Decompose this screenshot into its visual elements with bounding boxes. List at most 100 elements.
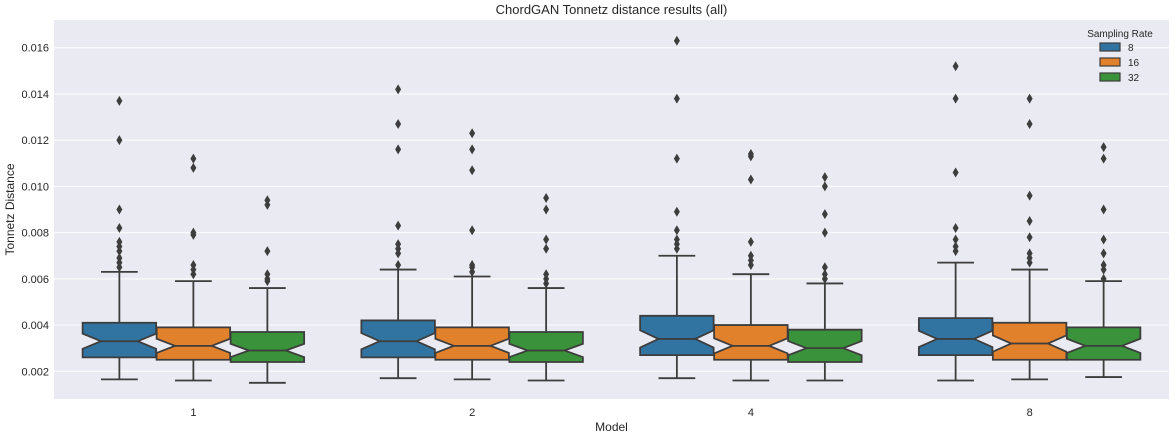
chart-title: ChordGAN Tonnetz distance results (all) [496, 2, 728, 17]
outlier-point [190, 162, 197, 173]
y-tick-label: 0.008 [21, 228, 49, 240]
outlier-point [673, 93, 680, 104]
x-tick-label: 1 [190, 407, 196, 419]
box-body [155, 326, 232, 361]
y-tick-labels: 0.002 0.004 0.006 0.008 0.010 0.012 0.014 0.016 [21, 43, 49, 379]
outlier-point [747, 174, 754, 185]
legend-label-32: 32 [1128, 73, 1140, 84]
box-series-32-model-2 [508, 192, 584, 382]
grid [54, 47, 1169, 372]
outlier-point [543, 243, 550, 254]
box-body [787, 328, 863, 363]
outlier-point [395, 118, 402, 129]
outlier-point [116, 236, 123, 247]
outlier-point [116, 135, 123, 146]
outlier-point [673, 153, 680, 164]
outlier-point [821, 262, 828, 273]
outlier-point [395, 84, 402, 95]
boxes [81, 35, 1142, 384]
outlier-point [952, 241, 959, 252]
outlier-point [264, 195, 271, 206]
outlier-point [952, 234, 959, 245]
outlier-point [1026, 190, 1033, 201]
outlier-point [116, 253, 123, 264]
outlier-point [1100, 204, 1107, 215]
y-tick-label: 0.012 [21, 135, 49, 147]
outlier-point [116, 95, 123, 106]
y-tick-label: 0.004 [21, 320, 49, 332]
outlier-point [469, 225, 476, 236]
legend: Sampling Rate 8 16 32 [1087, 29, 1153, 84]
outlier-point [673, 225, 680, 236]
outlier-point [673, 35, 680, 46]
legend-label-16: 16 [1128, 58, 1140, 69]
box-body [991, 321, 1068, 361]
outlier-point [1026, 216, 1033, 227]
outlier-point [116, 222, 123, 233]
outlier-point [395, 259, 402, 270]
box-series-32-model-8 [1065, 142, 1142, 378]
outlier-point [673, 234, 680, 245]
outlier-point [1100, 273, 1107, 284]
box-body [434, 326, 510, 361]
outlier-point [821, 209, 828, 220]
outlier-point [952, 167, 959, 178]
y-tick-label: 0.016 [21, 43, 49, 55]
outlier-point [469, 128, 476, 139]
outlier-point [821, 172, 828, 183]
outlier-point [747, 149, 754, 160]
outlier-point [1026, 93, 1033, 104]
outlier-point [469, 259, 476, 270]
legend-swatch-32 [1099, 72, 1121, 82]
outlier-point [543, 234, 550, 245]
outlier-point [395, 239, 402, 250]
outlier-point [1100, 248, 1107, 259]
y-tick-label: 0.010 [21, 181, 49, 193]
outlier-point [469, 144, 476, 155]
box-body [917, 317, 994, 356]
box-body [508, 331, 584, 363]
outlier-point [747, 250, 754, 261]
legend-label-8: 8 [1128, 43, 1134, 54]
outlier-point [395, 220, 402, 231]
outlier-point [821, 269, 828, 280]
outlier-point [116, 204, 123, 215]
y-tick-label: 0.002 [21, 366, 49, 378]
outlier-point [543, 269, 550, 280]
outlier-point [190, 259, 197, 270]
outlier-point [469, 165, 476, 176]
outlier-point [952, 61, 959, 72]
box-body [639, 314, 715, 356]
box-body [1065, 326, 1142, 361]
outlier-point [543, 192, 550, 203]
outlier-point [1100, 234, 1107, 245]
outlier-point [1026, 248, 1033, 259]
outlier-point [1100, 142, 1107, 153]
legend-swatch-16 [1099, 57, 1121, 67]
outlier-point [1100, 259, 1107, 270]
outlier-point [395, 144, 402, 155]
outlier-point [190, 227, 197, 238]
legend-title: Sampling Rate [1087, 29, 1153, 40]
box-series-32-model-1 [229, 195, 306, 384]
x-axis-label: Model [595, 420, 628, 434]
outlier-point [952, 93, 959, 104]
box-body [360, 319, 436, 359]
x-tick-label: 2 [469, 407, 475, 419]
outlier-point [190, 153, 197, 164]
outlier-point [747, 236, 754, 247]
box-series-32-model-4 [787, 172, 863, 382]
y-axis-label: Tonnetz Distance [3, 163, 17, 255]
box-series-16-model-4 [713, 149, 789, 382]
box-body [229, 331, 306, 363]
box-body [713, 324, 789, 361]
outlier-point [543, 204, 550, 215]
outlier-point [264, 269, 271, 280]
x-tick-labels: 1 2 4 8 [190, 407, 1032, 419]
outlier-point [264, 246, 271, 257]
x-tick-label: 8 [1027, 407, 1033, 419]
outlier-point [673, 206, 680, 217]
y-tick-label: 0.014 [21, 89, 49, 101]
outlier-point [821, 181, 828, 192]
